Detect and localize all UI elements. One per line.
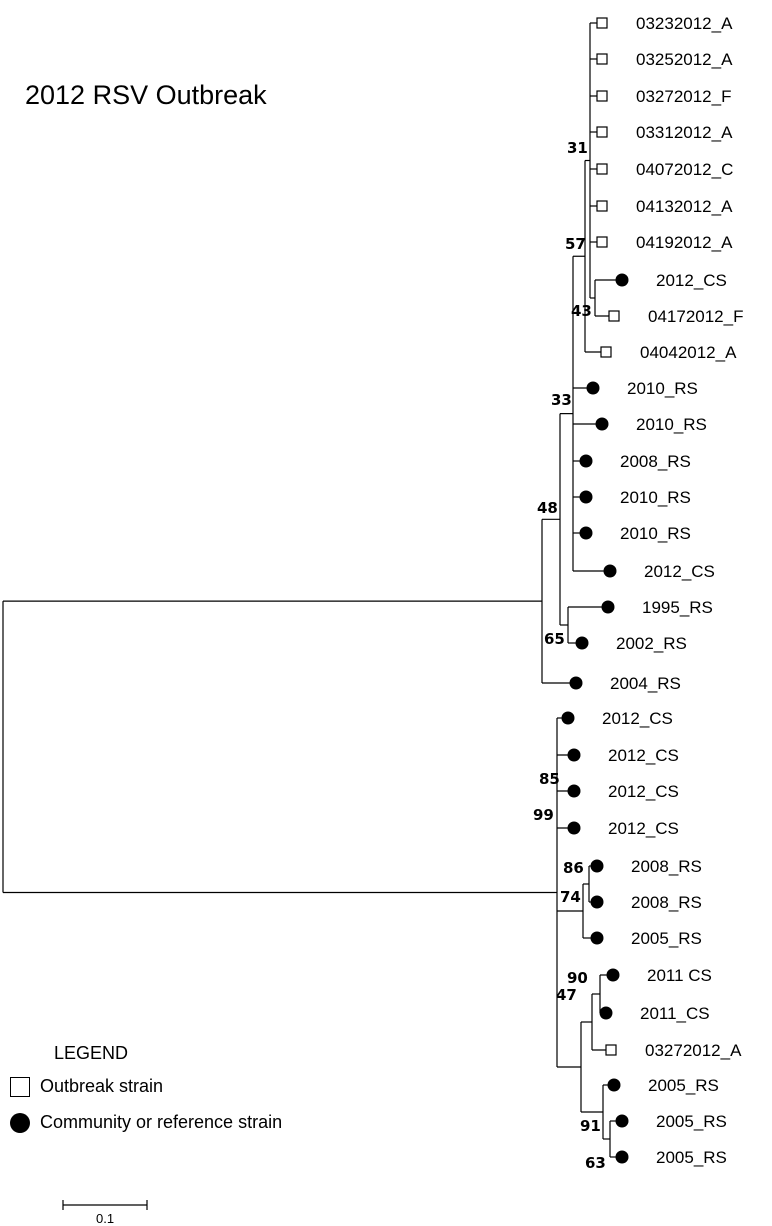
community-circle-marker — [575, 636, 589, 650]
community-circle-marker — [569, 676, 583, 690]
outbreak-square-marker — [596, 126, 608, 138]
leaf-label: 2005_RS — [631, 929, 702, 948]
leaf-label: 2005_RS — [656, 1148, 727, 1167]
legend-item-outbreak: Outbreak strain — [10, 1076, 163, 1097]
leaf-label: 2008_RS — [620, 452, 691, 471]
leaf-label: 2010_RS — [636, 415, 707, 434]
leaf-label: 2008_RS — [631, 857, 702, 876]
legend-community-label: Community or reference strain — [40, 1112, 283, 1132]
leaf-markers — [561, 17, 629, 1164]
leaf-label: 04072012_C — [636, 160, 733, 179]
outbreak-square-marker — [596, 163, 608, 175]
leaf-label: 04172012_F — [648, 307, 743, 326]
leaf-label: 2002_RS — [616, 634, 687, 653]
tree-branches — [2, 22, 622, 1158]
outbreak-square-marker — [596, 236, 608, 248]
bootstrap-value: 43 — [571, 302, 592, 320]
bootstrap-value: 63 — [585, 1154, 606, 1172]
leaf-label: 2011 CS — [647, 966, 712, 985]
bootstrap-value: 99 — [533, 806, 554, 824]
bootstrap-value: 90 — [567, 969, 588, 987]
outbreak-square-marker — [605, 1044, 617, 1056]
leaf-label: 2008_RS — [631, 893, 702, 912]
community-circle-marker — [561, 711, 575, 725]
community-circle-marker — [586, 381, 600, 395]
legend-outbreak-label: Outbreak strain — [40, 1076, 164, 1096]
community-circle-marker — [590, 931, 604, 945]
community-circle-marker — [579, 454, 593, 468]
community-circle-marker — [579, 526, 593, 540]
filled-circle-icon — [10, 1112, 30, 1133]
scale-bar-label: 0.1 — [96, 1211, 115, 1226]
outbreak-square-marker — [596, 200, 608, 212]
leaf-label: 2011_CS — [640, 1004, 710, 1023]
community-circle-marker — [595, 417, 609, 431]
legend-item-community: Community or reference strain — [10, 1112, 282, 1133]
leaf-label: 03312012_A — [636, 123, 733, 142]
leaf-label: 04042012_A — [640, 343, 737, 362]
leaf-labels: 03232012_A 03252012_A 03272012_F 03312012_A… — [602, 14, 743, 1167]
community-circle-marker — [590, 895, 604, 909]
community-circle-marker — [603, 564, 617, 578]
bootstrap-value: 47 — [556, 986, 577, 1004]
bootstrap-value: 86 — [563, 859, 584, 877]
leaf-label: 03232012_A — [636, 14, 733, 33]
leaf-label: 2012_CS — [644, 562, 715, 581]
bootstrap-value: 31 — [567, 139, 588, 157]
leaf-label: 03272012_A — [645, 1041, 742, 1060]
outbreak-square-marker — [608, 310, 620, 322]
leaf-label: 2012_CS — [608, 782, 679, 801]
community-circle-marker — [615, 273, 629, 287]
outbreak-square-marker — [596, 17, 608, 29]
bootstrap-value: 57 — [565, 235, 586, 253]
open-square-icon — [10, 1076, 30, 1097]
leaf-label: 04192012_A — [636, 233, 733, 252]
outbreak-square-marker — [596, 53, 608, 65]
leaf-label: 2012_CS — [608, 746, 679, 765]
legend-title: LEGEND — [54, 1043, 129, 1063]
leaf-label: 2005_RS — [648, 1076, 719, 1095]
community-circle-marker — [590, 859, 604, 873]
bootstrap-value: 74 — [560, 888, 581, 906]
leaf-label: 2012_CS — [602, 709, 673, 728]
community-circle-marker — [599, 1006, 613, 1020]
leaf-label: 1995_RS — [642, 598, 713, 617]
community-circle-marker — [606, 968, 620, 982]
bootstrap-value: 48 — [537, 499, 558, 517]
outbreak-square-marker — [596, 90, 608, 102]
leaf-label: 2012_CS — [608, 819, 679, 838]
leaf-label: 04132012_A — [636, 197, 733, 216]
bootstrap-value: 65 — [544, 630, 565, 648]
leaf-label: 2005_RS — [656, 1112, 727, 1131]
community-circle-marker — [607, 1078, 621, 1092]
leaf-label: 03252012_A — [636, 50, 733, 69]
community-circle-marker — [567, 784, 581, 798]
community-circle-marker — [567, 821, 581, 835]
leaf-label: 2010_RS — [627, 379, 698, 398]
bootstrap-value: 85 — [539, 770, 560, 788]
bootstrap-value: 33 — [551, 391, 572, 409]
community-circle-marker — [615, 1114, 629, 1128]
leaf-label: 2004_RS — [610, 674, 681, 693]
leaf-label: 2010_RS — [620, 524, 691, 543]
outbreak-square-marker — [600, 346, 612, 358]
leaf-label: 2012_CS — [656, 271, 727, 290]
leaf-label: 2010_RS — [620, 488, 691, 507]
community-circle-marker — [567, 748, 581, 762]
scale-bar — [62, 1200, 148, 1210]
figure-title: 2012 RSV Outbreak — [25, 80, 267, 110]
bootstrap-value: 91 — [580, 1117, 601, 1135]
community-circle-marker — [601, 600, 615, 614]
leaf-label: 03272012_F — [636, 87, 731, 106]
community-circle-marker — [579, 490, 593, 504]
community-circle-marker — [615, 1150, 629, 1164]
